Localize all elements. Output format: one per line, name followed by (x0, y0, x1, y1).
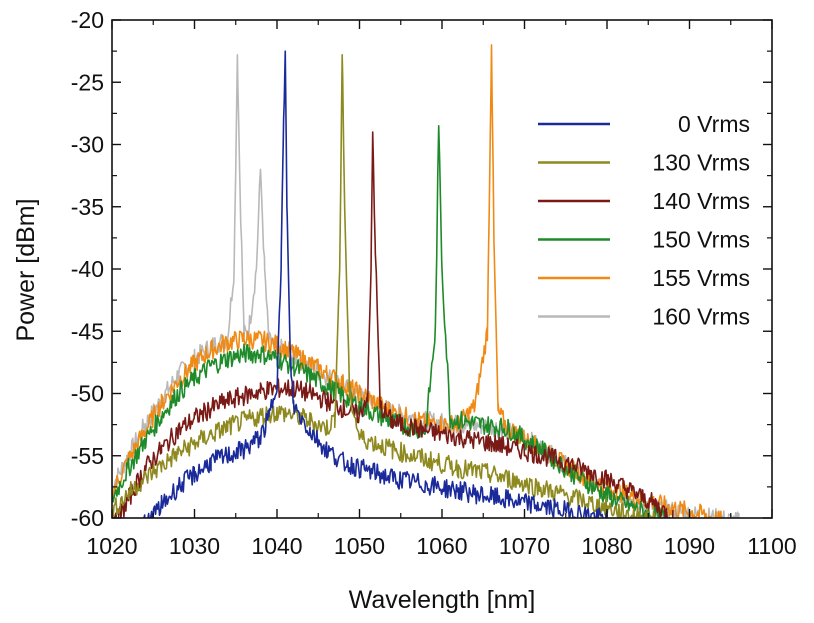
x-tick-label: 1070 (499, 533, 550, 559)
series-layer (112, 45, 739, 552)
x-tick-label: 1030 (169, 533, 220, 559)
x-tick-label: 1080 (581, 533, 632, 559)
y-axis-title: Power [dBm] (12, 198, 40, 341)
y-tick-label: -50 (71, 381, 104, 407)
y-tick-label: -20 (71, 7, 104, 33)
y-tick-label: -45 (71, 318, 104, 344)
x-tick-label: 1050 (334, 533, 385, 559)
legend-label: 0 Vrms (678, 111, 750, 137)
y-tick-label: -40 (71, 256, 104, 282)
x-tick-label: 1020 (86, 533, 137, 559)
y-tick-label: -30 (71, 132, 104, 158)
legend-label: 160 Vrms (652, 304, 750, 330)
x-tick-label: 1090 (664, 533, 715, 559)
x-tick-label: 1060 (416, 533, 467, 559)
series-line-0-vrms (112, 51, 607, 552)
legend-label: 140 Vrms (652, 188, 750, 214)
legend-label: 130 Vrms (652, 150, 750, 176)
x-tick-label: 1040 (251, 533, 302, 559)
series-line-130-vrms (112, 55, 657, 528)
x-tick-label: 1100 (747, 533, 796, 559)
y-tick-label: -35 (71, 194, 104, 220)
x-axis-title: Wavelength [nm] (349, 586, 536, 614)
y-tick-label: -55 (71, 443, 104, 469)
legend-label: 155 Vrms (652, 265, 750, 291)
legend: 0 Vrms 130 Vrms 140 Vrms 150 Vrms 155 Vrms 16… (538, 111, 750, 330)
spectrum-chart: 1020 1030 1040 1050 1060 1070 1080 1090 1100 -60… (0, 0, 814, 623)
y-tick-label: -25 (71, 69, 104, 95)
y-tick-label: -60 (71, 505, 104, 531)
legend-label: 150 Vrms (652, 227, 750, 253)
